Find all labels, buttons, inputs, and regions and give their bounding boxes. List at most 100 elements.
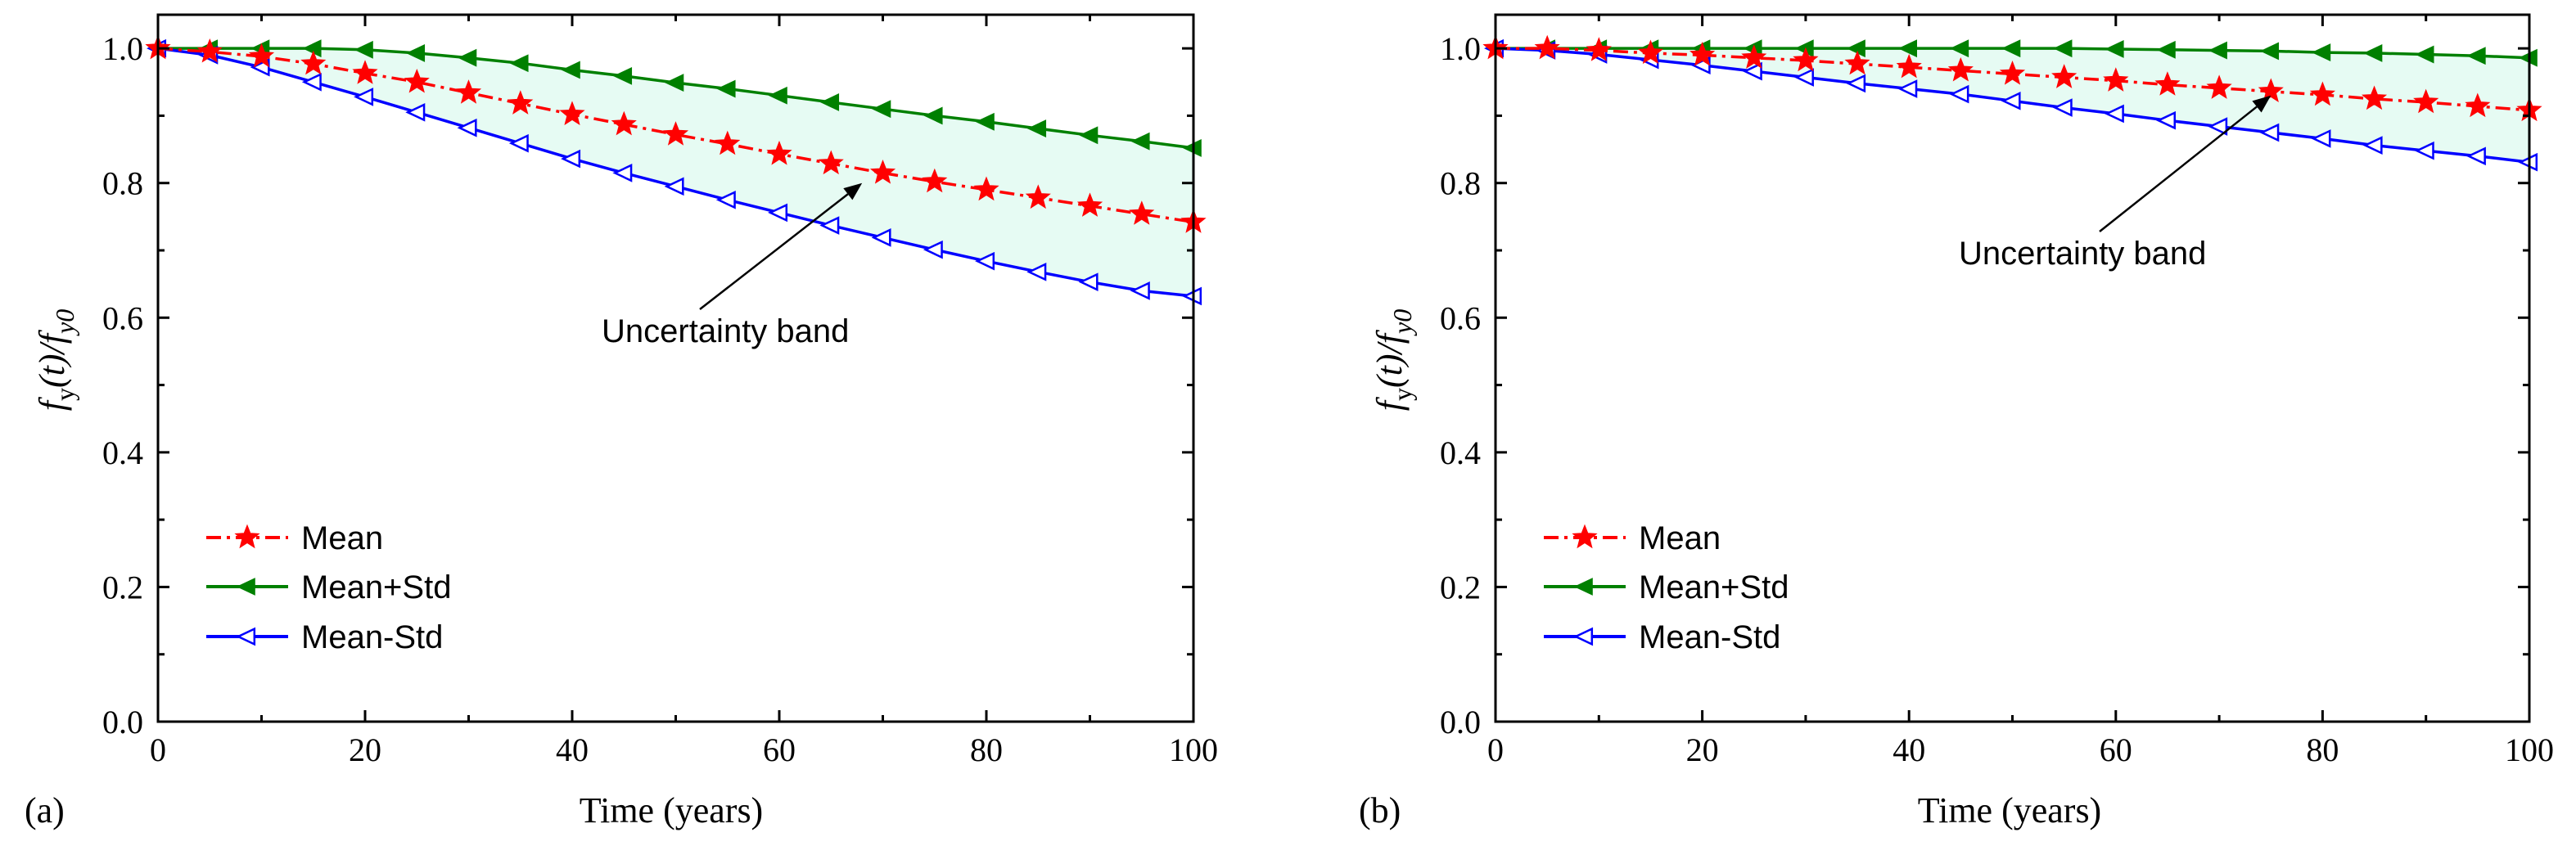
data-point xyxy=(2156,40,2176,59)
data-point xyxy=(973,176,999,201)
data-point xyxy=(1534,34,1560,60)
annotation: Uncertainty band xyxy=(602,182,863,349)
data-point xyxy=(768,86,787,105)
data-point xyxy=(2208,117,2228,136)
data-point xyxy=(354,88,374,106)
data-point xyxy=(2414,141,2434,160)
data-point xyxy=(612,66,633,85)
panel-label: (a) xyxy=(25,790,65,830)
data-point xyxy=(923,106,943,125)
data-point xyxy=(1999,61,2026,85)
data-point xyxy=(458,48,477,67)
data-point xyxy=(2051,64,2077,88)
data-point xyxy=(1897,39,1917,58)
data-point xyxy=(1949,84,1969,104)
data-point xyxy=(2258,78,2284,103)
data-point xyxy=(1586,37,1612,61)
x-tick-label: 100 xyxy=(2505,731,2554,768)
data-point xyxy=(1076,192,1103,217)
chart-panel-b: (b) Time (years) fy(t)/fy0 0 20 40 60 80 100 0… xyxy=(1359,13,2554,830)
data-point xyxy=(301,72,322,92)
legend-marker xyxy=(1572,524,1598,549)
data-point xyxy=(975,251,995,271)
data-point xyxy=(300,50,327,75)
annotation-arrow-line xyxy=(699,193,849,310)
legend-mean-label: Mean xyxy=(301,520,383,556)
data-point xyxy=(2208,41,2227,60)
x-tick-label: 80 xyxy=(2306,731,2339,768)
legend-mean-minus-std-label: Mean-Std xyxy=(301,619,443,655)
series-line xyxy=(1496,47,2530,112)
x-tick-label: 0 xyxy=(1487,731,1504,768)
data-point xyxy=(1742,61,1762,81)
data-point xyxy=(2311,129,2331,148)
panel-label: (b) xyxy=(1359,790,1401,830)
legend-mean-plus-std-label: Mean+Std xyxy=(1639,569,1789,605)
data-point xyxy=(715,190,736,209)
x-tick-label: 0 xyxy=(150,731,166,768)
uncertainty-band-fill xyxy=(1496,48,2529,163)
data-point xyxy=(818,150,844,175)
data-point xyxy=(766,140,792,165)
x-tick-label: 80 xyxy=(970,731,1003,768)
x-tick-label: 20 xyxy=(1686,731,1719,768)
data-point xyxy=(2259,123,2280,142)
data-point xyxy=(2001,92,2021,110)
data-point xyxy=(1130,132,1150,151)
y-tick-label: 0.4 xyxy=(1440,434,1481,471)
data-point xyxy=(352,60,378,84)
data-point xyxy=(1950,39,1969,58)
x-tick-label: 20 xyxy=(349,731,381,768)
data-point xyxy=(1846,74,1866,93)
legend-marker xyxy=(1573,627,1594,646)
y-tick-label: 0.2 xyxy=(1440,569,1481,605)
y-tick-label: 0.6 xyxy=(1440,299,1481,336)
data-point xyxy=(354,40,373,59)
x-tick-label: 60 xyxy=(763,731,796,768)
data-point xyxy=(923,240,943,259)
data-point xyxy=(1078,272,1099,291)
data-point xyxy=(1026,263,1047,281)
x-tick-label: 100 xyxy=(1169,731,1218,768)
legend: Mean Mean+Std Mean-Std xyxy=(206,520,451,655)
data-point xyxy=(559,101,585,126)
data-point xyxy=(1846,39,1865,58)
data-point xyxy=(612,164,633,182)
data-point xyxy=(2154,71,2181,96)
y-tick-label: 0.0 xyxy=(1440,704,1481,740)
x-axis-title: Time (years) xyxy=(1918,790,2101,830)
y-axis-title: fy(t)/fy0 xyxy=(1369,309,1417,411)
data-point xyxy=(1130,281,1150,300)
data-point xyxy=(662,121,689,146)
x-tick-label: 40 xyxy=(556,731,589,768)
data-point xyxy=(455,79,482,104)
data-point xyxy=(2465,146,2486,166)
data-point xyxy=(2001,39,2021,58)
data-point xyxy=(2052,98,2073,117)
data-point xyxy=(871,228,891,247)
series-mean xyxy=(145,34,1207,233)
annotation-arrow-head xyxy=(843,182,863,200)
x-tick-label: 40 xyxy=(1893,731,1925,768)
legend-marker xyxy=(236,627,256,646)
y-tick-label: 1.0 xyxy=(1440,30,1481,67)
data-point xyxy=(508,90,534,115)
y-tick-label: 0.4 xyxy=(102,434,143,471)
data-point xyxy=(1896,53,1922,79)
data-point xyxy=(2259,42,2280,61)
data-point xyxy=(819,216,840,235)
legend-mean-plus-std-label: Mean+Std xyxy=(301,569,451,605)
data-point xyxy=(716,79,736,98)
data-point xyxy=(561,61,580,79)
data-point xyxy=(1897,79,1918,98)
data-point xyxy=(2309,81,2336,106)
data-point xyxy=(1947,56,1974,82)
chart-panel-a: (a) Time (years) fy(t)/fy0 0 20 40 60 80 1000… xyxy=(25,13,1218,830)
y-tick-label: 0.0 xyxy=(102,704,143,740)
data-point xyxy=(2104,104,2124,124)
data-point xyxy=(664,177,684,196)
data-point xyxy=(2312,43,2331,62)
annotation: Uncertainty band xyxy=(1959,95,2271,272)
